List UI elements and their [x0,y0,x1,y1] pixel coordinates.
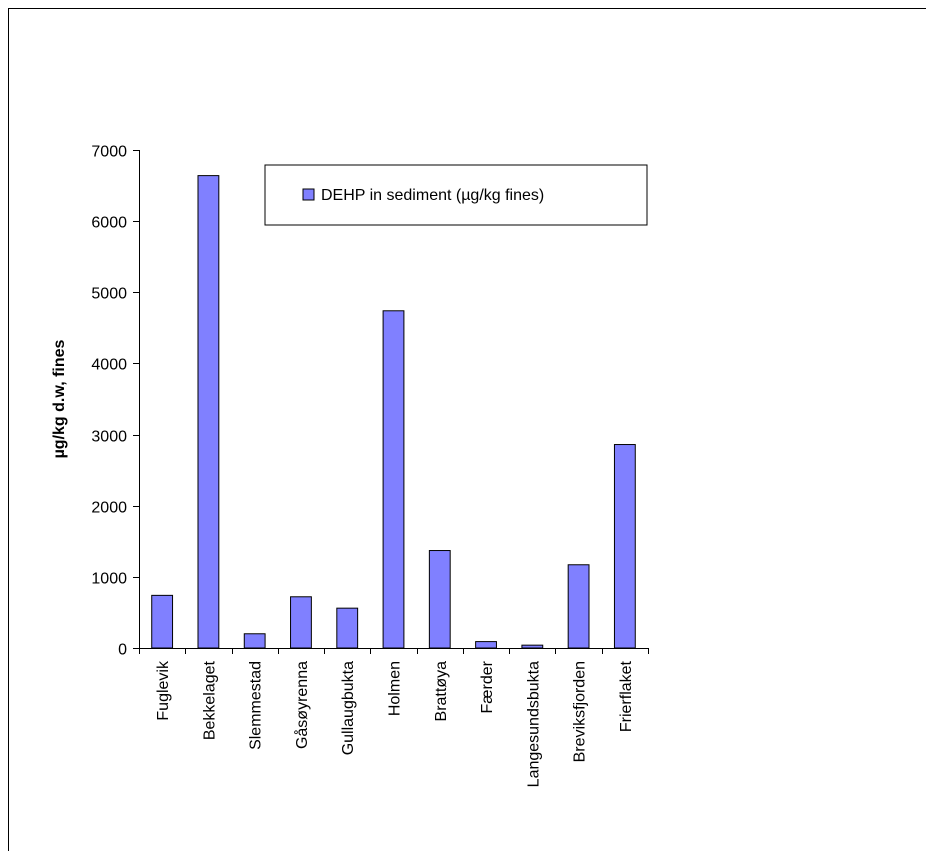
y-tick-label: 2000 [91,500,127,517]
legend: DEHP in sediment (µg/kg fines) [264,164,648,226]
x-tick-labels: Fuglevik Bekkelaget Slemmestad Gåsøyrenna Gu… [155,660,635,787]
x-tick-label: Gåsøyrenna [293,661,311,749]
y-tick-label: 6000 [91,215,127,232]
x-tick-label: Breviksfjorden [572,661,589,762]
legend-swatch [302,188,315,201]
y-tick-label: 1000 [91,571,127,588]
bar [475,641,497,649]
bar [151,594,174,649]
y-tick-label: 5000 [91,286,127,303]
x-tick-label: Slemmestad [248,661,265,750]
x-tick-label: Langesundsbukta [525,661,542,787]
x-tick-label: Bekkelaget [201,660,218,740]
bar [567,564,590,649]
x-axis [139,648,649,654]
x-tick-label: Brattøya [433,661,450,722]
chart-frame [8,8,926,851]
x-tick-label: Frierflaket [618,660,635,732]
bar [336,607,359,649]
bar [243,633,266,649]
bar [428,550,451,649]
bar [197,175,220,649]
y-tick-label: 4000 [91,357,127,374]
bar [521,644,544,649]
x-tick-label: Gullaugbukta [340,661,357,755]
x-tick-label: Holmen [387,661,404,716]
y-axis: 0 1000 2000 3000 4000 5000 6000 7000 [91,144,140,659]
x-tick-label: Færder [479,660,496,713]
bar [382,310,405,649]
x-tick-label: Fuglevik [155,660,172,721]
y-tick-label: 7000 [91,144,127,161]
legend-label: DEHP in sediment (µg/kg fines) [321,187,544,204]
y-tick-label: 3000 [91,429,127,446]
bar [290,596,312,649]
y-tick-label: 0 [118,642,127,659]
bar [613,444,636,649]
y-axis-label: µg/kg d.w, fines [51,339,68,458]
legend-box [264,164,648,226]
bars [151,175,636,649]
